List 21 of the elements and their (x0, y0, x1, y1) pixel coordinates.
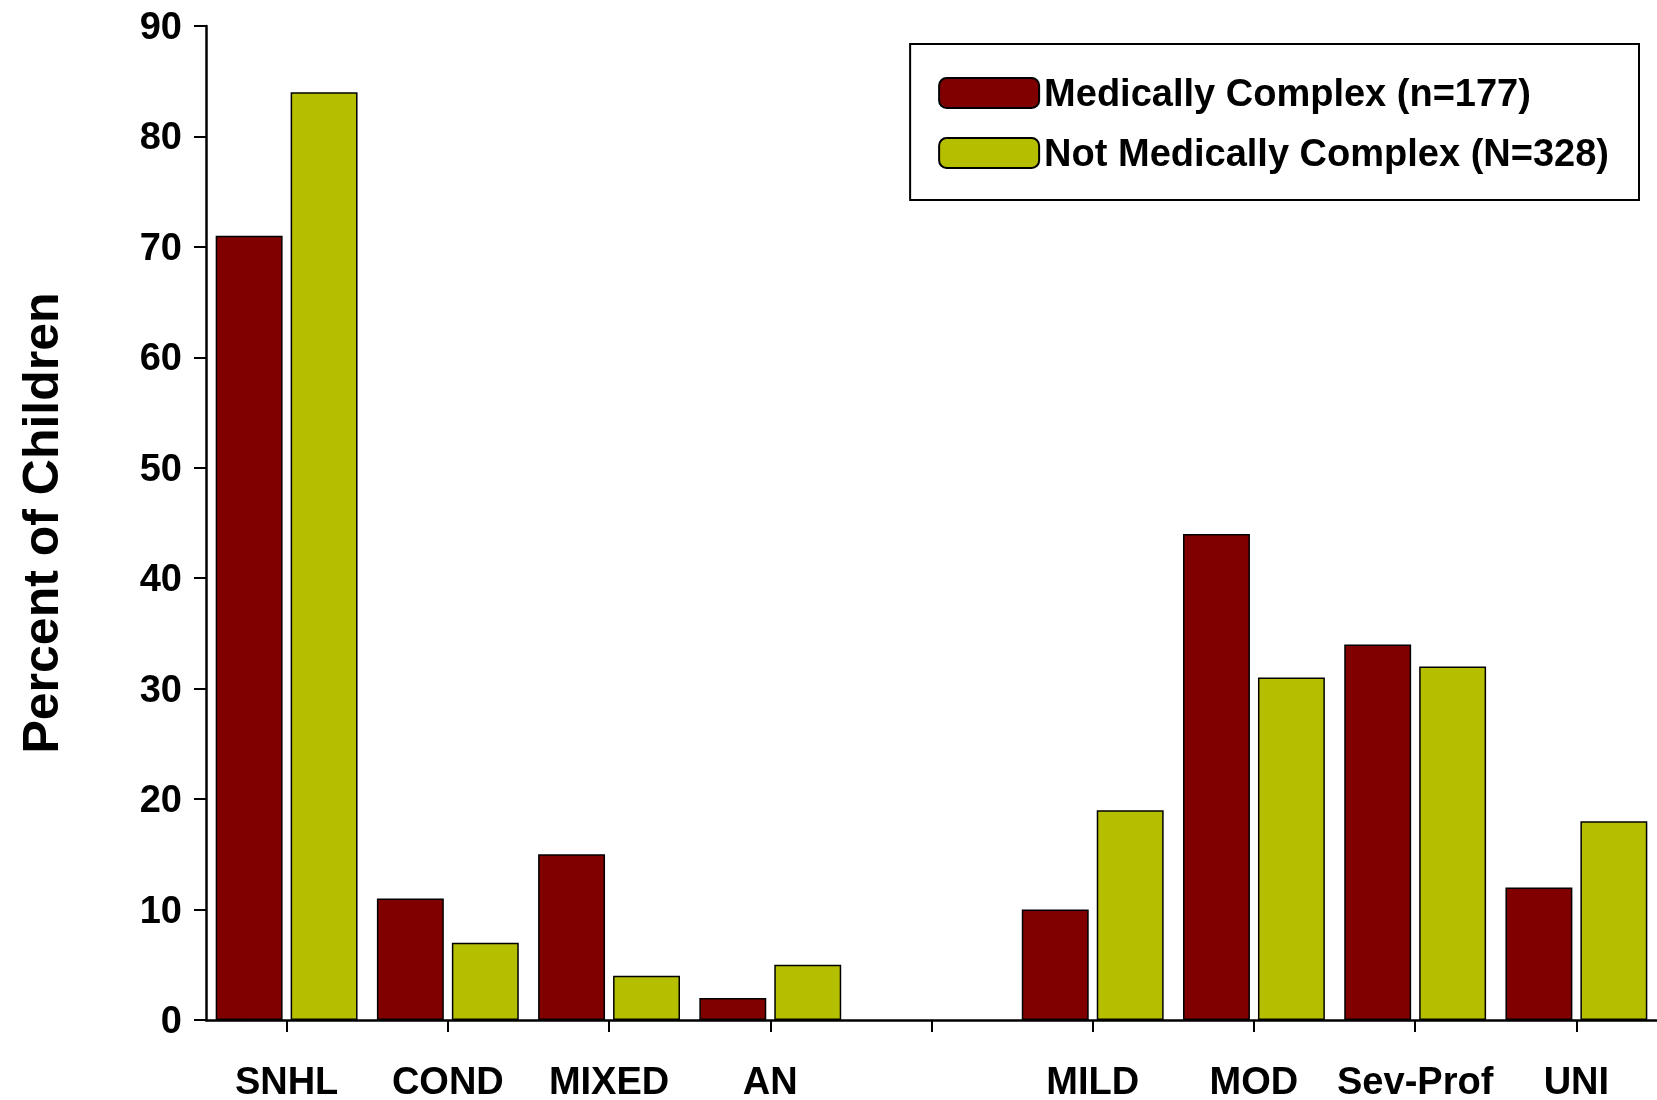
y-tick-label: 20 (139, 778, 182, 821)
y-axis-title: Percent of Children (13, 292, 69, 754)
x-tick-label: COND (391, 1060, 504, 1100)
y-tick-label: 30 (139, 667, 182, 710)
x-tick-label: MIXED (548, 1060, 670, 1100)
y-tick-label: 80 (139, 115, 182, 158)
y-tick-label: 70 (139, 225, 182, 268)
y-tick-label: 50 (139, 446, 182, 489)
x-tick-label: UNI (1543, 1060, 1610, 1100)
x-tick-label: SNHL (234, 1060, 339, 1100)
legend-label: Medically Complex (n=177) (1044, 72, 1531, 114)
y-tick-label: 90 (139, 5, 182, 47)
y-tick-label: 40 (139, 557, 182, 600)
legend-label: Not Medically Complex (N=328) (1044, 132, 1610, 174)
y-tick-label: 10 (139, 888, 182, 931)
x-tick-label: AN (742, 1060, 798, 1100)
y-tick-label: 0 (160, 999, 182, 1041)
x-tick-label: MOD (1209, 1060, 1299, 1100)
x-tick-label: MILD (1046, 1060, 1140, 1100)
y-tick-label: 60 (139, 336, 182, 379)
x-tick-label: Sev-Prof (1337, 1060, 1494, 1100)
